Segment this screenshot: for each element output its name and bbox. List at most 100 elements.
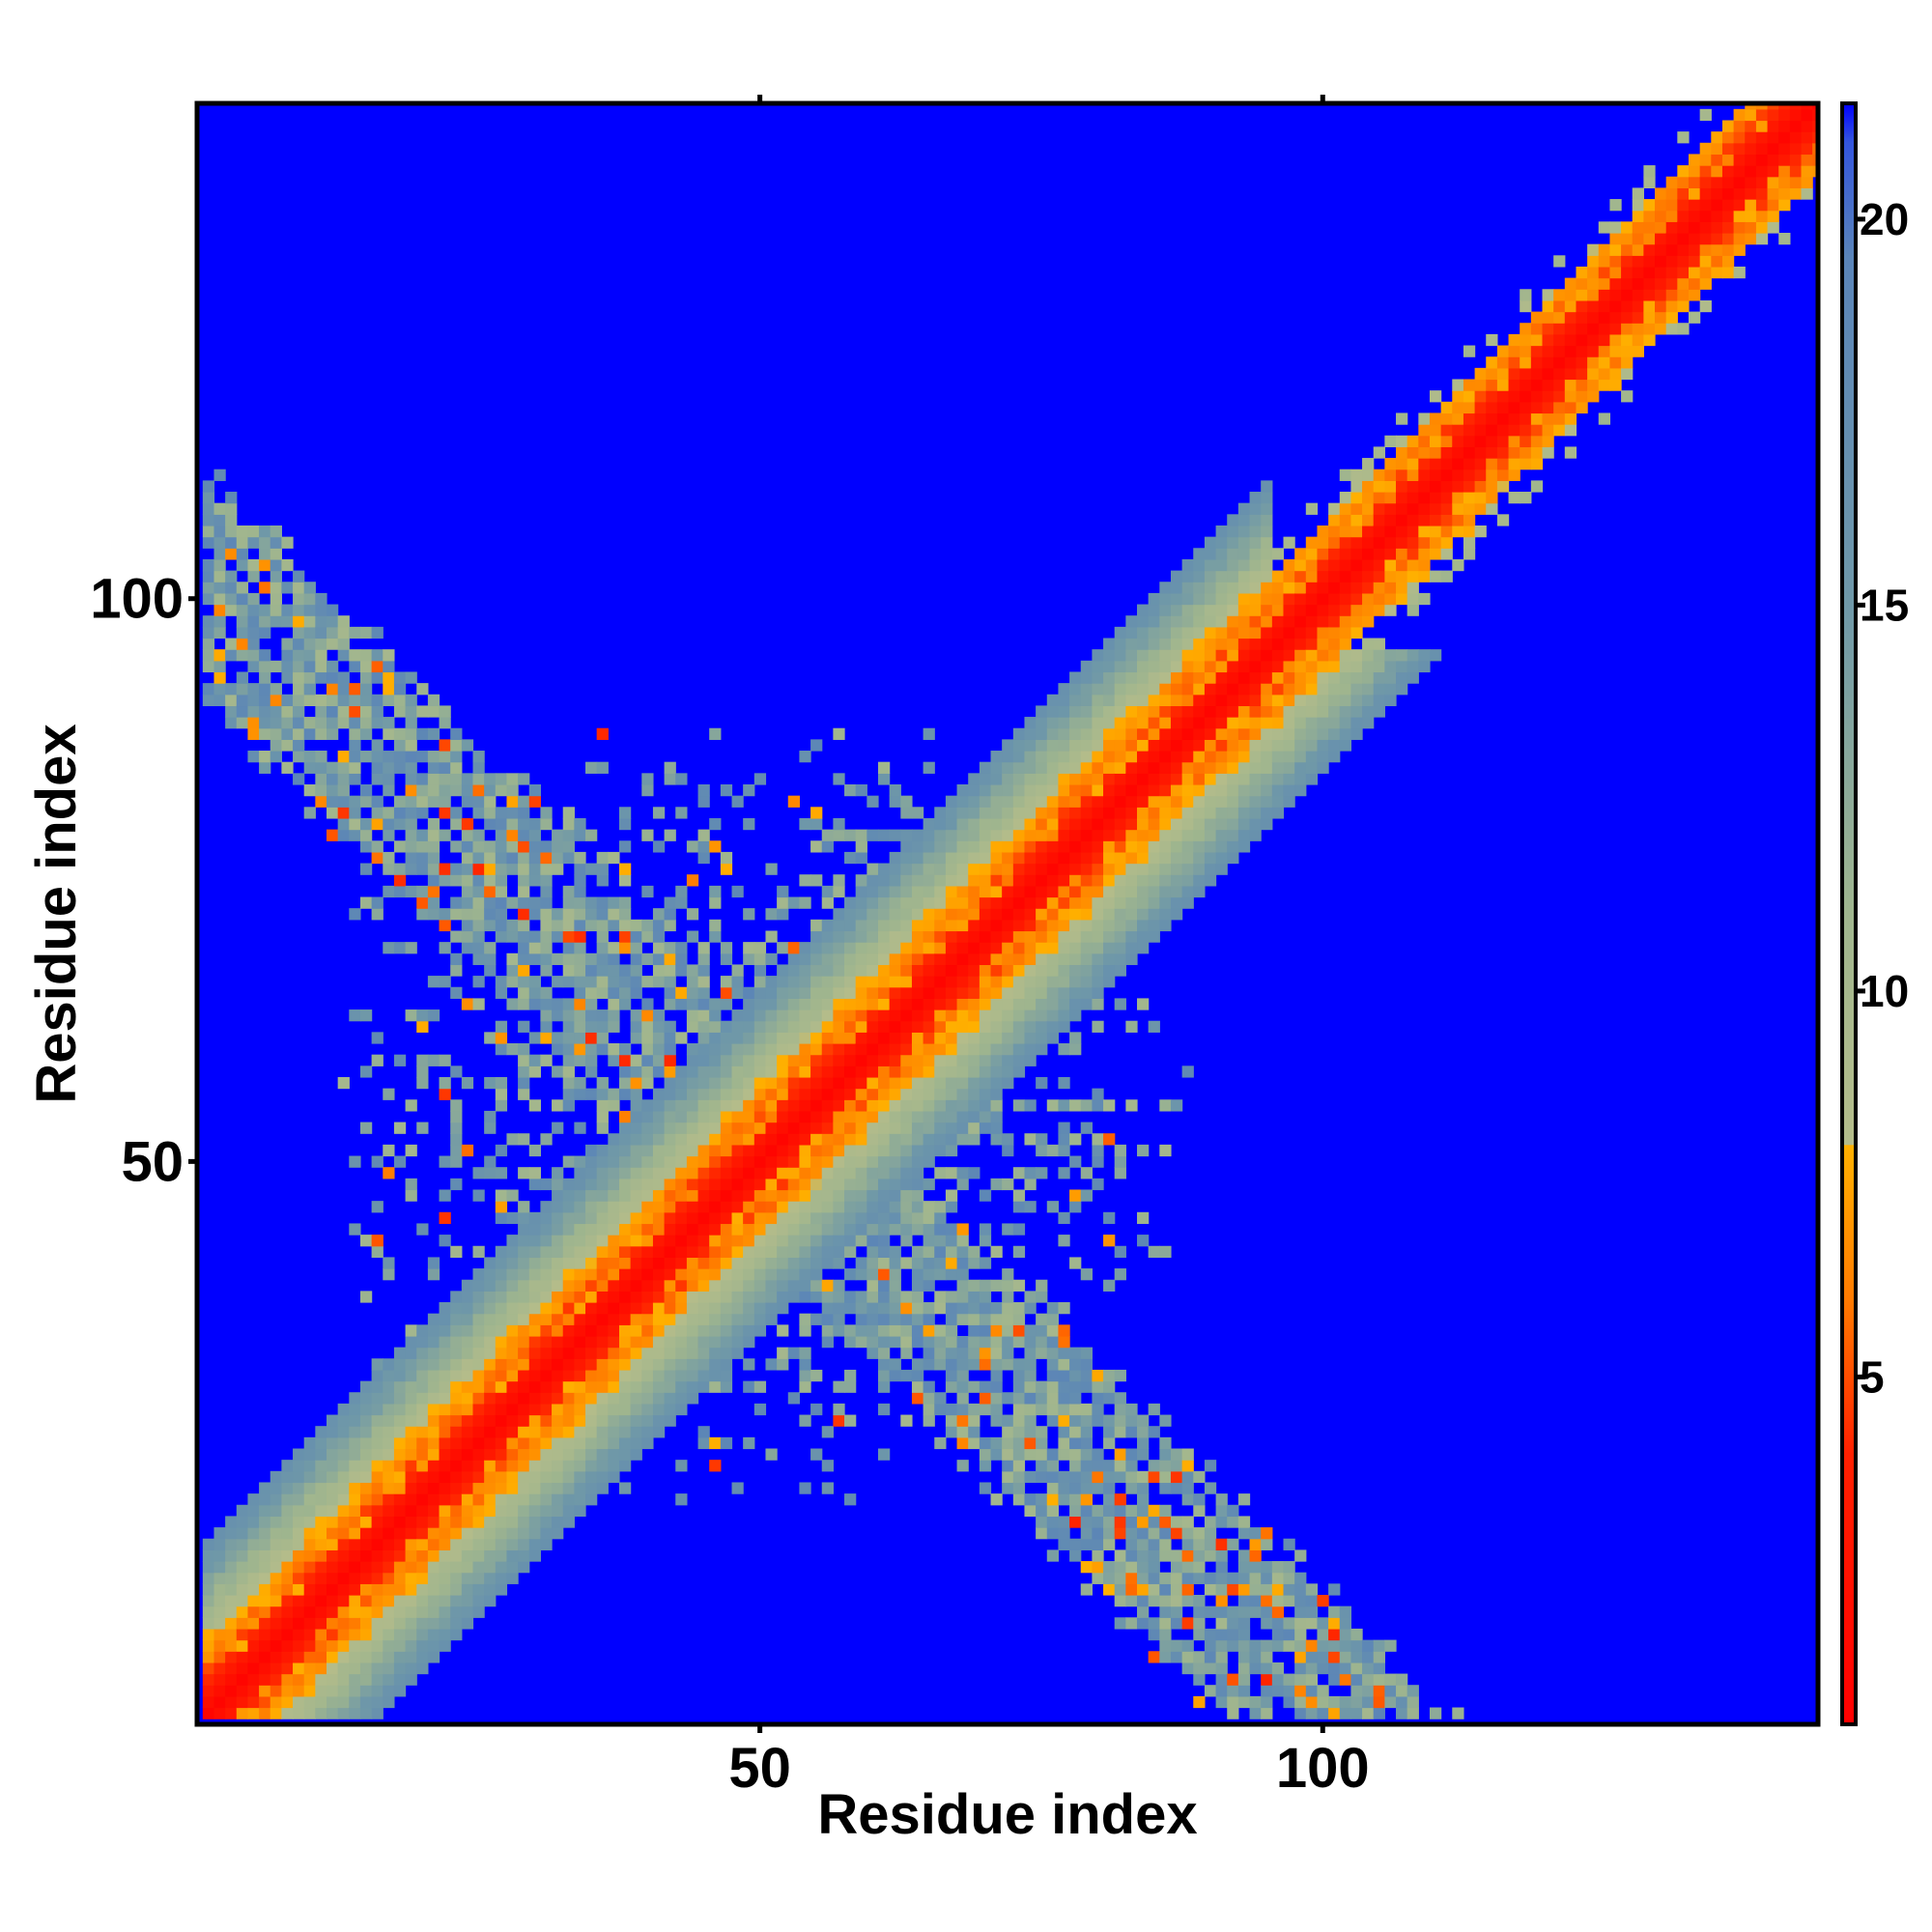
heatmap-cell xyxy=(303,1516,316,1528)
heatmap-cell xyxy=(371,1527,384,1540)
heatmap-cell xyxy=(270,570,282,582)
heatmap-cell xyxy=(618,1380,632,1393)
heatmap-cell xyxy=(1080,919,1093,932)
heatmap-cell xyxy=(675,1369,688,1382)
heatmap-cell xyxy=(911,976,924,988)
heatmap-cell xyxy=(574,952,586,966)
heatmap-cell xyxy=(1362,717,1375,729)
heatmap-cell xyxy=(518,1436,530,1450)
heatmap-cell xyxy=(552,1482,564,1494)
heatmap-cell xyxy=(1294,683,1307,696)
heatmap-cell xyxy=(1237,773,1251,785)
heatmap-cell xyxy=(405,840,417,853)
heatmap-cell xyxy=(1092,1527,1104,1540)
heatmap-cell xyxy=(877,1155,891,1168)
heatmap-cell xyxy=(1148,919,1160,932)
heatmap-cell xyxy=(911,930,924,943)
heatmap-cell xyxy=(1148,783,1160,797)
heatmap-cell xyxy=(562,817,575,831)
heatmap-cell xyxy=(1396,592,1408,606)
heatmap-cell xyxy=(1058,1448,1070,1461)
heatmap-cell xyxy=(495,1302,508,1315)
heatmap-cell xyxy=(867,896,879,909)
heatmap-cell xyxy=(1058,1235,1070,1247)
heatmap-cell xyxy=(596,1470,609,1484)
heatmap-cell xyxy=(675,964,688,977)
heatmap-cell xyxy=(450,1324,463,1337)
heatmap-cell xyxy=(1181,773,1194,785)
heatmap-cell xyxy=(1069,1099,1082,1112)
heatmap-cell xyxy=(753,1257,767,1269)
heatmap-cell xyxy=(990,1358,1003,1371)
heatmap-cell xyxy=(608,1324,620,1337)
heatmap-cell xyxy=(359,705,373,718)
heatmap-cell xyxy=(630,1144,642,1157)
heatmap-cell xyxy=(877,1257,891,1269)
heatmap-cell xyxy=(1012,998,1026,1010)
heatmap-cell xyxy=(495,863,508,875)
heatmap-cell xyxy=(405,1572,417,1584)
heatmap-cell xyxy=(900,1211,913,1225)
heatmap-cell xyxy=(552,1043,564,1056)
heatmap-cell xyxy=(1181,1662,1194,1675)
heatmap-cell xyxy=(1227,829,1239,841)
heatmap-cell xyxy=(777,1167,789,1179)
heatmap-cell xyxy=(1170,761,1183,774)
heatmap-cell xyxy=(618,874,632,887)
heatmap-cell xyxy=(1058,1482,1070,1494)
heatmap-cell xyxy=(585,998,598,1010)
heatmap-cell xyxy=(956,807,969,819)
heatmap-cell xyxy=(709,930,722,943)
heatmap-cell xyxy=(495,1335,508,1349)
heatmap-cell xyxy=(1103,840,1116,853)
heatmap-cell xyxy=(506,840,519,853)
heatmap-cell xyxy=(1204,1549,1217,1562)
heatmap-cell xyxy=(1294,1695,1307,1709)
heatmap-cell xyxy=(405,1504,417,1518)
heatmap-cell xyxy=(1283,751,1295,763)
heatmap-cell xyxy=(900,1291,913,1303)
heatmap-cell xyxy=(1328,615,1341,628)
heatmap-cell xyxy=(495,874,508,887)
heatmap-cell xyxy=(753,1189,767,1202)
heatmap-cell xyxy=(472,1414,485,1427)
heatmap-cell xyxy=(765,1009,778,1022)
heatmap-cell xyxy=(652,1201,666,1213)
heatmap-cell xyxy=(1271,717,1285,729)
heatmap-cell xyxy=(562,1189,575,1202)
heatmap-cell xyxy=(709,1223,722,1236)
heatmap-cell xyxy=(877,1020,891,1033)
heatmap-cell xyxy=(709,896,722,909)
heatmap-cell xyxy=(450,727,463,740)
heatmap-cell xyxy=(867,930,879,943)
heatmap-cell xyxy=(1418,424,1431,437)
heatmap-cell xyxy=(877,1235,891,1247)
heatmap-cell xyxy=(923,1268,935,1281)
heatmap-cell xyxy=(945,952,958,966)
heatmap-cell xyxy=(427,908,440,921)
heatmap-cell xyxy=(1159,783,1172,797)
heatmap-cell xyxy=(1137,727,1150,740)
heatmap-cell xyxy=(923,1279,935,1292)
heatmap-cell xyxy=(1159,1414,1172,1427)
heatmap-cell xyxy=(1046,1482,1060,1494)
heatmap-cell xyxy=(900,863,913,875)
heatmap-cell xyxy=(574,1426,586,1438)
heatmap-cell xyxy=(1237,1651,1251,1663)
heatmap-cell xyxy=(968,964,980,977)
heatmap-cell xyxy=(1046,919,1060,932)
heatmap-cell xyxy=(371,751,384,763)
heatmap-cell xyxy=(495,1144,508,1157)
heatmap-cell xyxy=(484,1504,497,1518)
heatmap-cell xyxy=(1137,908,1150,921)
heatmap-cell xyxy=(799,1257,811,1269)
heatmap-cell xyxy=(618,1426,632,1438)
heatmap-cell xyxy=(1114,671,1126,684)
heatmap-cell xyxy=(1283,626,1295,639)
heatmap-cell xyxy=(1137,1144,1150,1157)
heatmap-cell xyxy=(1328,548,1341,560)
heatmap-cell xyxy=(968,1403,980,1416)
heatmap-cell xyxy=(889,1110,901,1123)
heatmap-cell xyxy=(518,1020,530,1033)
heatmap-cell xyxy=(1092,683,1104,696)
